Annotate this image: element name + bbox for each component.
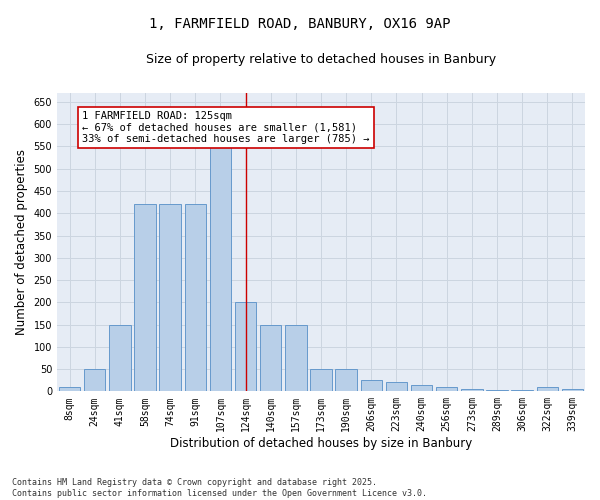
Bar: [536, 387, 558, 392]
Bar: [411, 384, 432, 392]
Bar: [109, 324, 131, 392]
Bar: [59, 387, 80, 392]
Bar: [160, 204, 181, 392]
Title: Size of property relative to detached houses in Banbury: Size of property relative to detached ho…: [146, 52, 496, 66]
Bar: [461, 389, 482, 392]
Bar: [386, 382, 407, 392]
Y-axis label: Number of detached properties: Number of detached properties: [15, 149, 28, 335]
Bar: [210, 138, 231, 392]
Bar: [260, 324, 281, 392]
Text: 1 FARMFIELD ROAD: 125sqm
← 67% of detached houses are smaller (1,581)
33% of sem: 1 FARMFIELD ROAD: 125sqm ← 67% of detach…: [82, 111, 370, 144]
Bar: [361, 380, 382, 392]
Bar: [310, 369, 332, 392]
Bar: [235, 302, 256, 392]
Bar: [436, 387, 457, 392]
Bar: [185, 204, 206, 392]
Bar: [487, 390, 508, 392]
X-axis label: Distribution of detached houses by size in Banbury: Distribution of detached houses by size …: [170, 437, 472, 450]
Bar: [335, 369, 357, 392]
Text: 1, FARMFIELD ROAD, BANBURY, OX16 9AP: 1, FARMFIELD ROAD, BANBURY, OX16 9AP: [149, 18, 451, 32]
Bar: [511, 390, 533, 392]
Bar: [285, 324, 307, 392]
Bar: [134, 204, 156, 392]
Bar: [84, 369, 106, 392]
Text: Contains HM Land Registry data © Crown copyright and database right 2025.
Contai: Contains HM Land Registry data © Crown c…: [12, 478, 427, 498]
Bar: [562, 389, 583, 392]
